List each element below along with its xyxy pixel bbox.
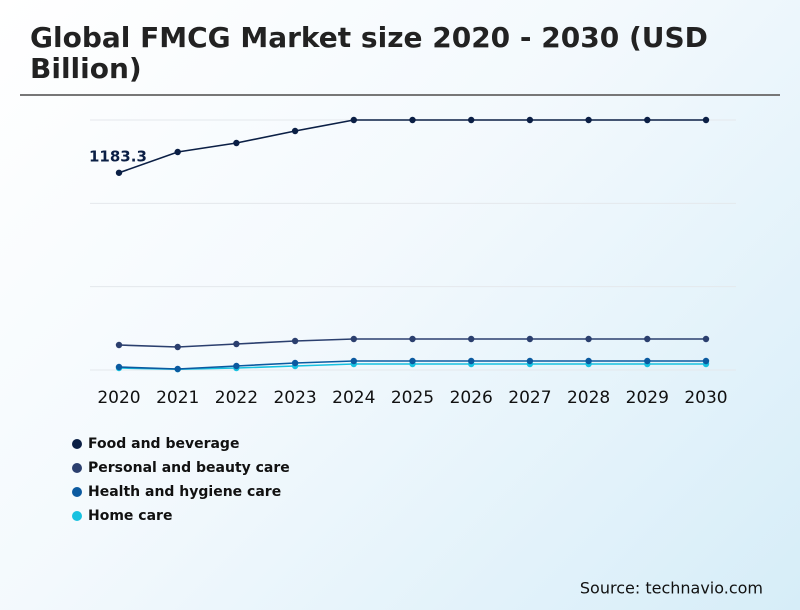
point bbox=[115, 363, 123, 371]
legend-marker bbox=[72, 487, 82, 497]
legend-marker bbox=[72, 463, 82, 473]
x-tick-label: 2025 bbox=[391, 388, 434, 408]
point bbox=[115, 169, 123, 176]
point bbox=[644, 357, 651, 365]
legend-label: Home care bbox=[88, 508, 172, 524]
x-tick-label: 2021 bbox=[156, 388, 199, 408]
legend-label: Personal and beauty care bbox=[88, 460, 290, 476]
point bbox=[526, 116, 534, 124]
point bbox=[409, 357, 416, 365]
x-tick-label: 2030 bbox=[684, 388, 727, 408]
data-label: 1183.3 bbox=[89, 147, 147, 165]
point bbox=[291, 337, 299, 345]
point bbox=[702, 116, 710, 124]
point bbox=[115, 341, 123, 349]
legend-marker bbox=[72, 511, 82, 521]
point bbox=[585, 116, 592, 124]
point bbox=[350, 335, 357, 343]
point bbox=[174, 148, 181, 156]
x-tick-label: 2027 bbox=[508, 388, 551, 408]
point bbox=[350, 357, 357, 365]
point bbox=[526, 335, 534, 343]
point bbox=[291, 127, 299, 135]
point bbox=[409, 116, 416, 124]
x-tick-label: 2022 bbox=[215, 388, 258, 408]
point bbox=[350, 116, 357, 124]
point bbox=[409, 335, 416, 343]
series-line bbox=[118, 119, 706, 174]
x-tick-label: 2024 bbox=[332, 388, 375, 408]
source: Source: technavio.com bbox=[580, 579, 763, 598]
point bbox=[468, 116, 475, 124]
x-tick-label: 2029 bbox=[626, 388, 669, 408]
point bbox=[702, 357, 710, 365]
point bbox=[468, 335, 475, 343]
point bbox=[233, 340, 240, 348]
point bbox=[644, 335, 651, 343]
legend-label: Health and hygiene care bbox=[88, 484, 281, 500]
point bbox=[468, 357, 475, 365]
point bbox=[644, 116, 651, 124]
x-tick-label: 2026 bbox=[450, 388, 493, 408]
point bbox=[585, 357, 592, 365]
point bbox=[526, 357, 534, 365]
legend-label: Food and beverage bbox=[88, 436, 239, 452]
point bbox=[174, 365, 181, 373]
legend-marker bbox=[72, 439, 82, 449]
point bbox=[585, 335, 592, 343]
point bbox=[233, 139, 240, 147]
x-tick-label: 2020 bbox=[97, 388, 140, 408]
x-tick-label: 2023 bbox=[273, 388, 316, 408]
x-tick-label: 2028 bbox=[567, 388, 610, 408]
point bbox=[174, 343, 181, 351]
chart-title: Global FMCG Market size 2020 - 2030 (USD… bbox=[30, 21, 708, 85]
point bbox=[702, 335, 710, 343]
point bbox=[291, 359, 299, 367]
point bbox=[233, 362, 240, 370]
title-rule bbox=[20, 94, 780, 96]
